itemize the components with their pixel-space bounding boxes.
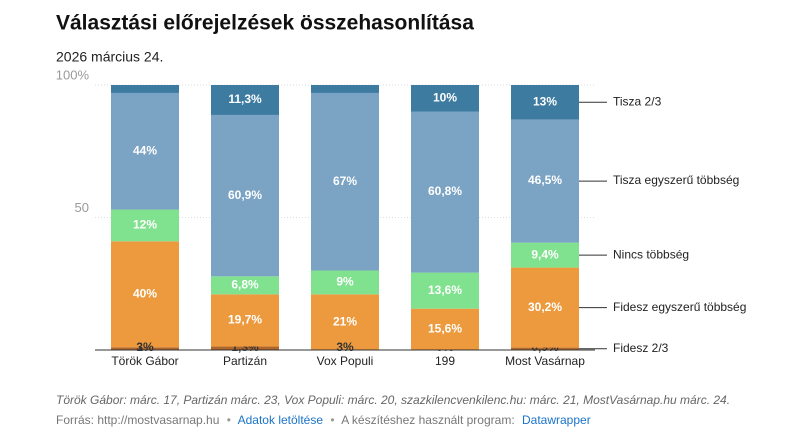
x-tick-label: Most Vasárnap bbox=[505, 354, 585, 368]
legend-label: Tisza 2/3 bbox=[613, 94, 662, 108]
footer-sep: • bbox=[227, 413, 231, 427]
chart-subtitle: 2026 március 24. bbox=[56, 49, 163, 65]
bar-segment bbox=[211, 114, 279, 277]
bar-segment bbox=[211, 276, 279, 295]
value-label: 46,5% bbox=[528, 173, 562, 187]
value-label: 40% bbox=[133, 287, 157, 301]
value-label: 15,6% bbox=[428, 322, 462, 336]
value-label: 11,3% bbox=[228, 92, 262, 106]
note: Török Gábor: márc. 17, Partizán márc. 23… bbox=[56, 393, 730, 407]
value-label: 9% bbox=[336, 275, 354, 289]
value-label: 13,6% bbox=[428, 283, 462, 297]
value-label: 6,8% bbox=[231, 278, 259, 292]
legend-label: Fidesz 2/3 bbox=[613, 341, 669, 355]
value-label: 67% bbox=[333, 174, 357, 188]
chart-title: Választási előrejelzések összehasonlítás… bbox=[56, 12, 474, 35]
bar-segment bbox=[511, 119, 579, 243]
y-tick-label: 100% bbox=[56, 67, 90, 82]
value-label: 60,8% bbox=[428, 184, 462, 198]
bar-segment bbox=[111, 241, 179, 348]
bar-segment bbox=[311, 85, 379, 93]
bar-segment bbox=[111, 85, 179, 93]
footer-source: Forrás: http://mostvasarnap.hu bbox=[56, 413, 219, 427]
x-tick-label: Török Gábor bbox=[111, 354, 178, 368]
value-label: 44% bbox=[133, 143, 157, 157]
value-label: 60,9% bbox=[228, 188, 262, 202]
value-label: 9,4% bbox=[531, 247, 559, 261]
legend-label: Nincs többség bbox=[613, 247, 689, 261]
value-label: 10% bbox=[433, 90, 457, 104]
download-link[interactable]: Adatok letöltése bbox=[238, 413, 324, 427]
tool-link[interactable]: Datawrapper bbox=[522, 413, 591, 427]
legend-label: Tisza egyszerű többség bbox=[613, 173, 739, 187]
bar-segment bbox=[111, 92, 179, 210]
x-tick-label: Partizán bbox=[223, 354, 267, 368]
x-tick-label: 199 bbox=[435, 354, 455, 368]
value-label: 3% bbox=[336, 340, 354, 354]
bar-segment bbox=[211, 85, 279, 115]
value-label: 30,2% bbox=[528, 300, 562, 314]
bar-segment bbox=[511, 347, 579, 350]
bar-segment bbox=[111, 209, 179, 242]
value-label: 13% bbox=[533, 94, 557, 108]
bar-segment bbox=[311, 294, 379, 350]
bar-segment bbox=[411, 85, 479, 112]
footer: Forrás: http://mostvasarnap.hu • Adatok … bbox=[56, 413, 591, 427]
bar-segment bbox=[411, 111, 479, 273]
bar-segment bbox=[111, 347, 179, 350]
footer-sep: • bbox=[330, 413, 334, 427]
value-label: 19,7% bbox=[228, 313, 262, 327]
bar-segment bbox=[511, 85, 579, 120]
bar-segment bbox=[311, 270, 379, 295]
bar-segment bbox=[211, 346, 279, 350]
bar-segment bbox=[411, 272, 479, 309]
footer-tool-text: A készítéshez használt program: bbox=[341, 413, 514, 427]
bar-segment bbox=[511, 267, 579, 348]
value-label: 12% bbox=[133, 218, 157, 232]
bar-segment bbox=[511, 242, 579, 268]
legend-label: Fidesz egyszerű többség bbox=[613, 300, 746, 314]
bar-segment bbox=[411, 308, 479, 350]
y-tick-label: 50 bbox=[75, 200, 89, 215]
bar-segment bbox=[211, 294, 279, 347]
value-label: 21% bbox=[333, 314, 357, 328]
value-label: 3% bbox=[136, 340, 154, 354]
bar-segment bbox=[311, 92, 379, 271]
x-tick-label: Vox Populi bbox=[317, 354, 374, 368]
